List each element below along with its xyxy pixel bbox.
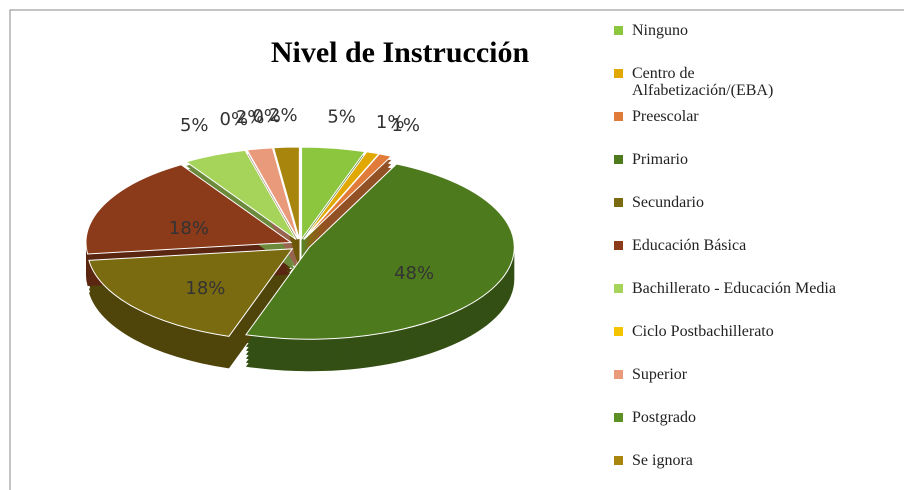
data-label: 2% (269, 105, 298, 126)
legend-label: Secundario (632, 194, 704, 211)
legend-label: Se ignora (632, 452, 693, 469)
legend-item: Se ignora (612, 452, 902, 469)
legend-label: Superior (632, 366, 688, 383)
legend-label: Bachillerato - Educación Media (632, 280, 836, 297)
legend-swatch (614, 284, 623, 293)
legend-item: Centro de Alfabetización/(EBA) (612, 65, 792, 99)
legend-swatch (614, 26, 623, 35)
legend-label: Primario (632, 151, 688, 168)
legend-swatch (614, 456, 623, 465)
legend-item: Superior (612, 366, 902, 383)
slice (85, 164, 293, 255)
legend-item: Postgrado (612, 409, 902, 426)
slice (88, 248, 294, 337)
legend-label: Centro de Alfabetización/(EBA) (632, 65, 774, 99)
data-label: 2% (236, 107, 265, 128)
slice (301, 146, 366, 241)
slice (302, 151, 380, 240)
pie-tops (85, 146, 515, 340)
slice (272, 147, 300, 240)
slice (246, 149, 298, 240)
data-label: 0% (220, 109, 249, 130)
data-label: 1% (391, 115, 420, 136)
slice (273, 146, 300, 240)
slice (245, 163, 515, 340)
legend-label: Postgrado (632, 409, 696, 426)
legend-item: Ciclo Postbachillerato (612, 323, 902, 340)
legend-item: Ninguno (612, 22, 902, 39)
legend-swatch (614, 370, 623, 379)
legend-swatch (614, 241, 623, 250)
slice (185, 149, 297, 240)
data-label: 18% (185, 278, 225, 299)
slice (246, 147, 299, 240)
legend-swatch (614, 413, 623, 422)
legend-swatch (614, 69, 623, 78)
legend-label: Ciclo Postbachillerato (632, 323, 774, 340)
legend-swatch (614, 155, 623, 164)
data-label: 0% (252, 106, 281, 127)
chart-title: Nivel de Instrucción (271, 36, 530, 69)
legend-swatch (614, 112, 623, 121)
legend-label: Preescolar (632, 108, 699, 125)
legend-item: Secundario (612, 194, 902, 211)
legend-item: Bachillerato - Educación Media (612, 280, 902, 297)
slice-side (303, 165, 392, 252)
legend-label: Ninguno (632, 22, 688, 39)
legend-swatch (614, 327, 623, 336)
data-label: 48% (394, 263, 434, 284)
legend-swatch (614, 198, 623, 207)
slice (303, 153, 393, 240)
data-label: 5% (180, 115, 209, 136)
data-label: 1% (376, 112, 405, 133)
legend-item: Preescolar (612, 108, 902, 125)
frame (9, 9, 904, 490)
data-label: 5% (327, 106, 356, 127)
legend-item: Primario (612, 151, 902, 168)
data-label: 18% (169, 218, 209, 239)
slice-side (303, 157, 392, 244)
slice-side (303, 161, 392, 248)
legend-item: Educación Básica (612, 237, 902, 254)
legend-label: Educación Básica (632, 237, 747, 254)
